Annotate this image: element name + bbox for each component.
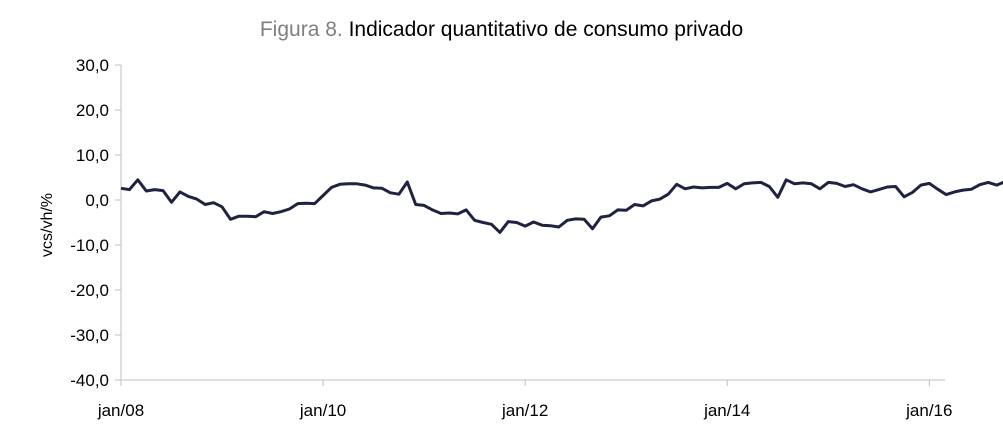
y-tick-label: 20,0 xyxy=(76,101,109,120)
chart-title: Figura 8. Indicador quantitativo de cons… xyxy=(0,18,1003,42)
y-tick-label: -10,0 xyxy=(70,236,109,255)
x-tick-label: jan/08 xyxy=(97,401,144,420)
y-tick-label: 30,0 xyxy=(76,56,109,75)
x-tick-label: jan/16 xyxy=(905,401,952,420)
y-tick-label: -30,0 xyxy=(70,326,109,345)
x-tick-label: jan/10 xyxy=(299,401,346,420)
y-tick-label: 0,0 xyxy=(85,191,109,210)
x-tick-label: jan/14 xyxy=(703,401,750,420)
y-tick-label: 10,0 xyxy=(76,146,109,165)
y-tick-label: -40,0 xyxy=(70,371,109,390)
series-line xyxy=(120,178,1003,234)
y-tick-label: -20,0 xyxy=(70,281,109,300)
x-axis-ticks: jan/08jan/10jan/12jan/14jan/16jan/18jan/… xyxy=(97,380,952,420)
y-axis-label: vcs/vh/% xyxy=(39,193,56,257)
x-tick-label: jan/12 xyxy=(501,401,548,420)
chart-title-text: Indicador quantitativo de consumo privad… xyxy=(348,18,744,41)
y-axis-ticks: 30,0 20,0 10,0 0,0 -10,0 -20,0 -30,0 -40,0 xyxy=(70,56,121,390)
chart-title-prefix: Figura 8. xyxy=(259,18,343,41)
